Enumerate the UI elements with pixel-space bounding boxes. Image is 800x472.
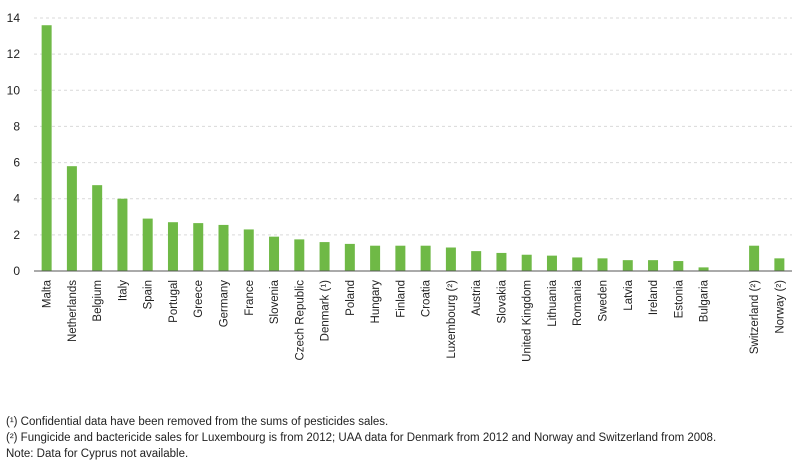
bar: [41, 25, 52, 271]
x-tick-label: Italy: [117, 280, 129, 301]
y-tick-label: 10: [7, 83, 21, 97]
bar: [521, 254, 532, 271]
x-tick-label: France: [244, 280, 256, 316]
bar: [294, 239, 305, 271]
y-tick-label: 4: [13, 192, 20, 206]
x-tick-label: Germany: [219, 280, 231, 328]
x-tick-label: Luxembourg (²): [446, 280, 458, 359]
x-tick-label: Denmark (¹): [320, 280, 332, 342]
y-tick-label: 14: [7, 11, 21, 25]
bar: [142, 218, 153, 271]
x-tick-label: Greece: [193, 280, 205, 318]
bar: [269, 236, 280, 271]
x-tick-label: Malta: [42, 279, 54, 308]
bars: [41, 25, 785, 271]
bar: [749, 245, 760, 271]
bar: [622, 260, 633, 271]
y-tick-label: 0: [13, 264, 20, 278]
x-tick-label: Slovenia: [269, 279, 281, 324]
bar: [193, 223, 204, 271]
footnote-3: Note: Data for Cyprus not available.: [6, 448, 189, 460]
bar: [117, 198, 128, 271]
x-tick-label: Ireland: [648, 280, 660, 315]
y-axis-ticks: 0 2 4 6 8 10 12 14: [7, 11, 21, 278]
bar: [167, 222, 178, 271]
x-tick-label: Slovakia: [496, 279, 508, 323]
x-tick-label: Austria: [471, 279, 483, 315]
x-tick-label: Latvia: [623, 279, 635, 310]
bar: [66, 166, 77, 271]
bar: [420, 245, 431, 271]
x-axis-labels: Malta Netherlands Belgium Italy Spain Portuga…: [42, 279, 787, 361]
bar: [395, 245, 406, 271]
y-tick-label: 12: [7, 47, 21, 61]
x-tick-label: Switzerland (²): [749, 280, 761, 354]
bar: [597, 258, 608, 271]
gridlines: [34, 17, 792, 236]
footnote-1: (¹) Confidential data have been removed …: [6, 416, 389, 428]
x-tick-label: United Kingdom: [522, 280, 534, 362]
bar: [243, 229, 254, 271]
x-tick-label: Sweden: [598, 280, 610, 322]
x-tick-label: Spain: [143, 280, 155, 309]
bar: [92, 185, 103, 271]
bar: [319, 242, 330, 271]
x-tick-label: Poland: [345, 280, 357, 316]
bar: [370, 245, 381, 271]
x-tick-label: Czech Republic: [294, 280, 306, 361]
bar: [546, 255, 557, 271]
bar: [673, 261, 684, 271]
x-tick-label: Finland: [395, 280, 407, 318]
bar: [698, 267, 709, 271]
x-tick-label: Estonia: [673, 279, 685, 318]
x-tick-label: Bulgaria: [699, 279, 711, 322]
bar: [344, 243, 355, 271]
x-tick-label: Norway (²): [774, 280, 786, 334]
y-tick-label: 8: [13, 119, 20, 133]
x-tick-label: Romania: [572, 279, 584, 326]
bar: [774, 258, 785, 271]
footnotes: (¹) Confidential data have been removed …: [6, 414, 716, 462]
bar: [218, 224, 229, 271]
footnote-2: (²) Fungicide and bactericide sales for …: [6, 432, 717, 444]
x-tick-label: Netherlands: [67, 280, 79, 342]
y-tick-label: 2: [13, 228, 20, 242]
bar: [572, 257, 583, 271]
x-tick-label: Belgium: [92, 280, 104, 322]
bar: [496, 252, 507, 271]
x-tick-label: Lithuania: [547, 279, 559, 326]
y-tick-label: 6: [13, 156, 20, 170]
bar: [445, 247, 456, 271]
bar-chart: 0 2 4 6 8 10 12 14 Malta Netherlands Belgium Italy…: [7, 11, 792, 362]
bar: [648, 260, 659, 271]
x-tick-label: Croatia: [421, 279, 433, 317]
x-tick-label: Hungary: [370, 280, 382, 324]
bar: [471, 251, 482, 271]
x-tick-label: Portugal: [168, 280, 180, 323]
